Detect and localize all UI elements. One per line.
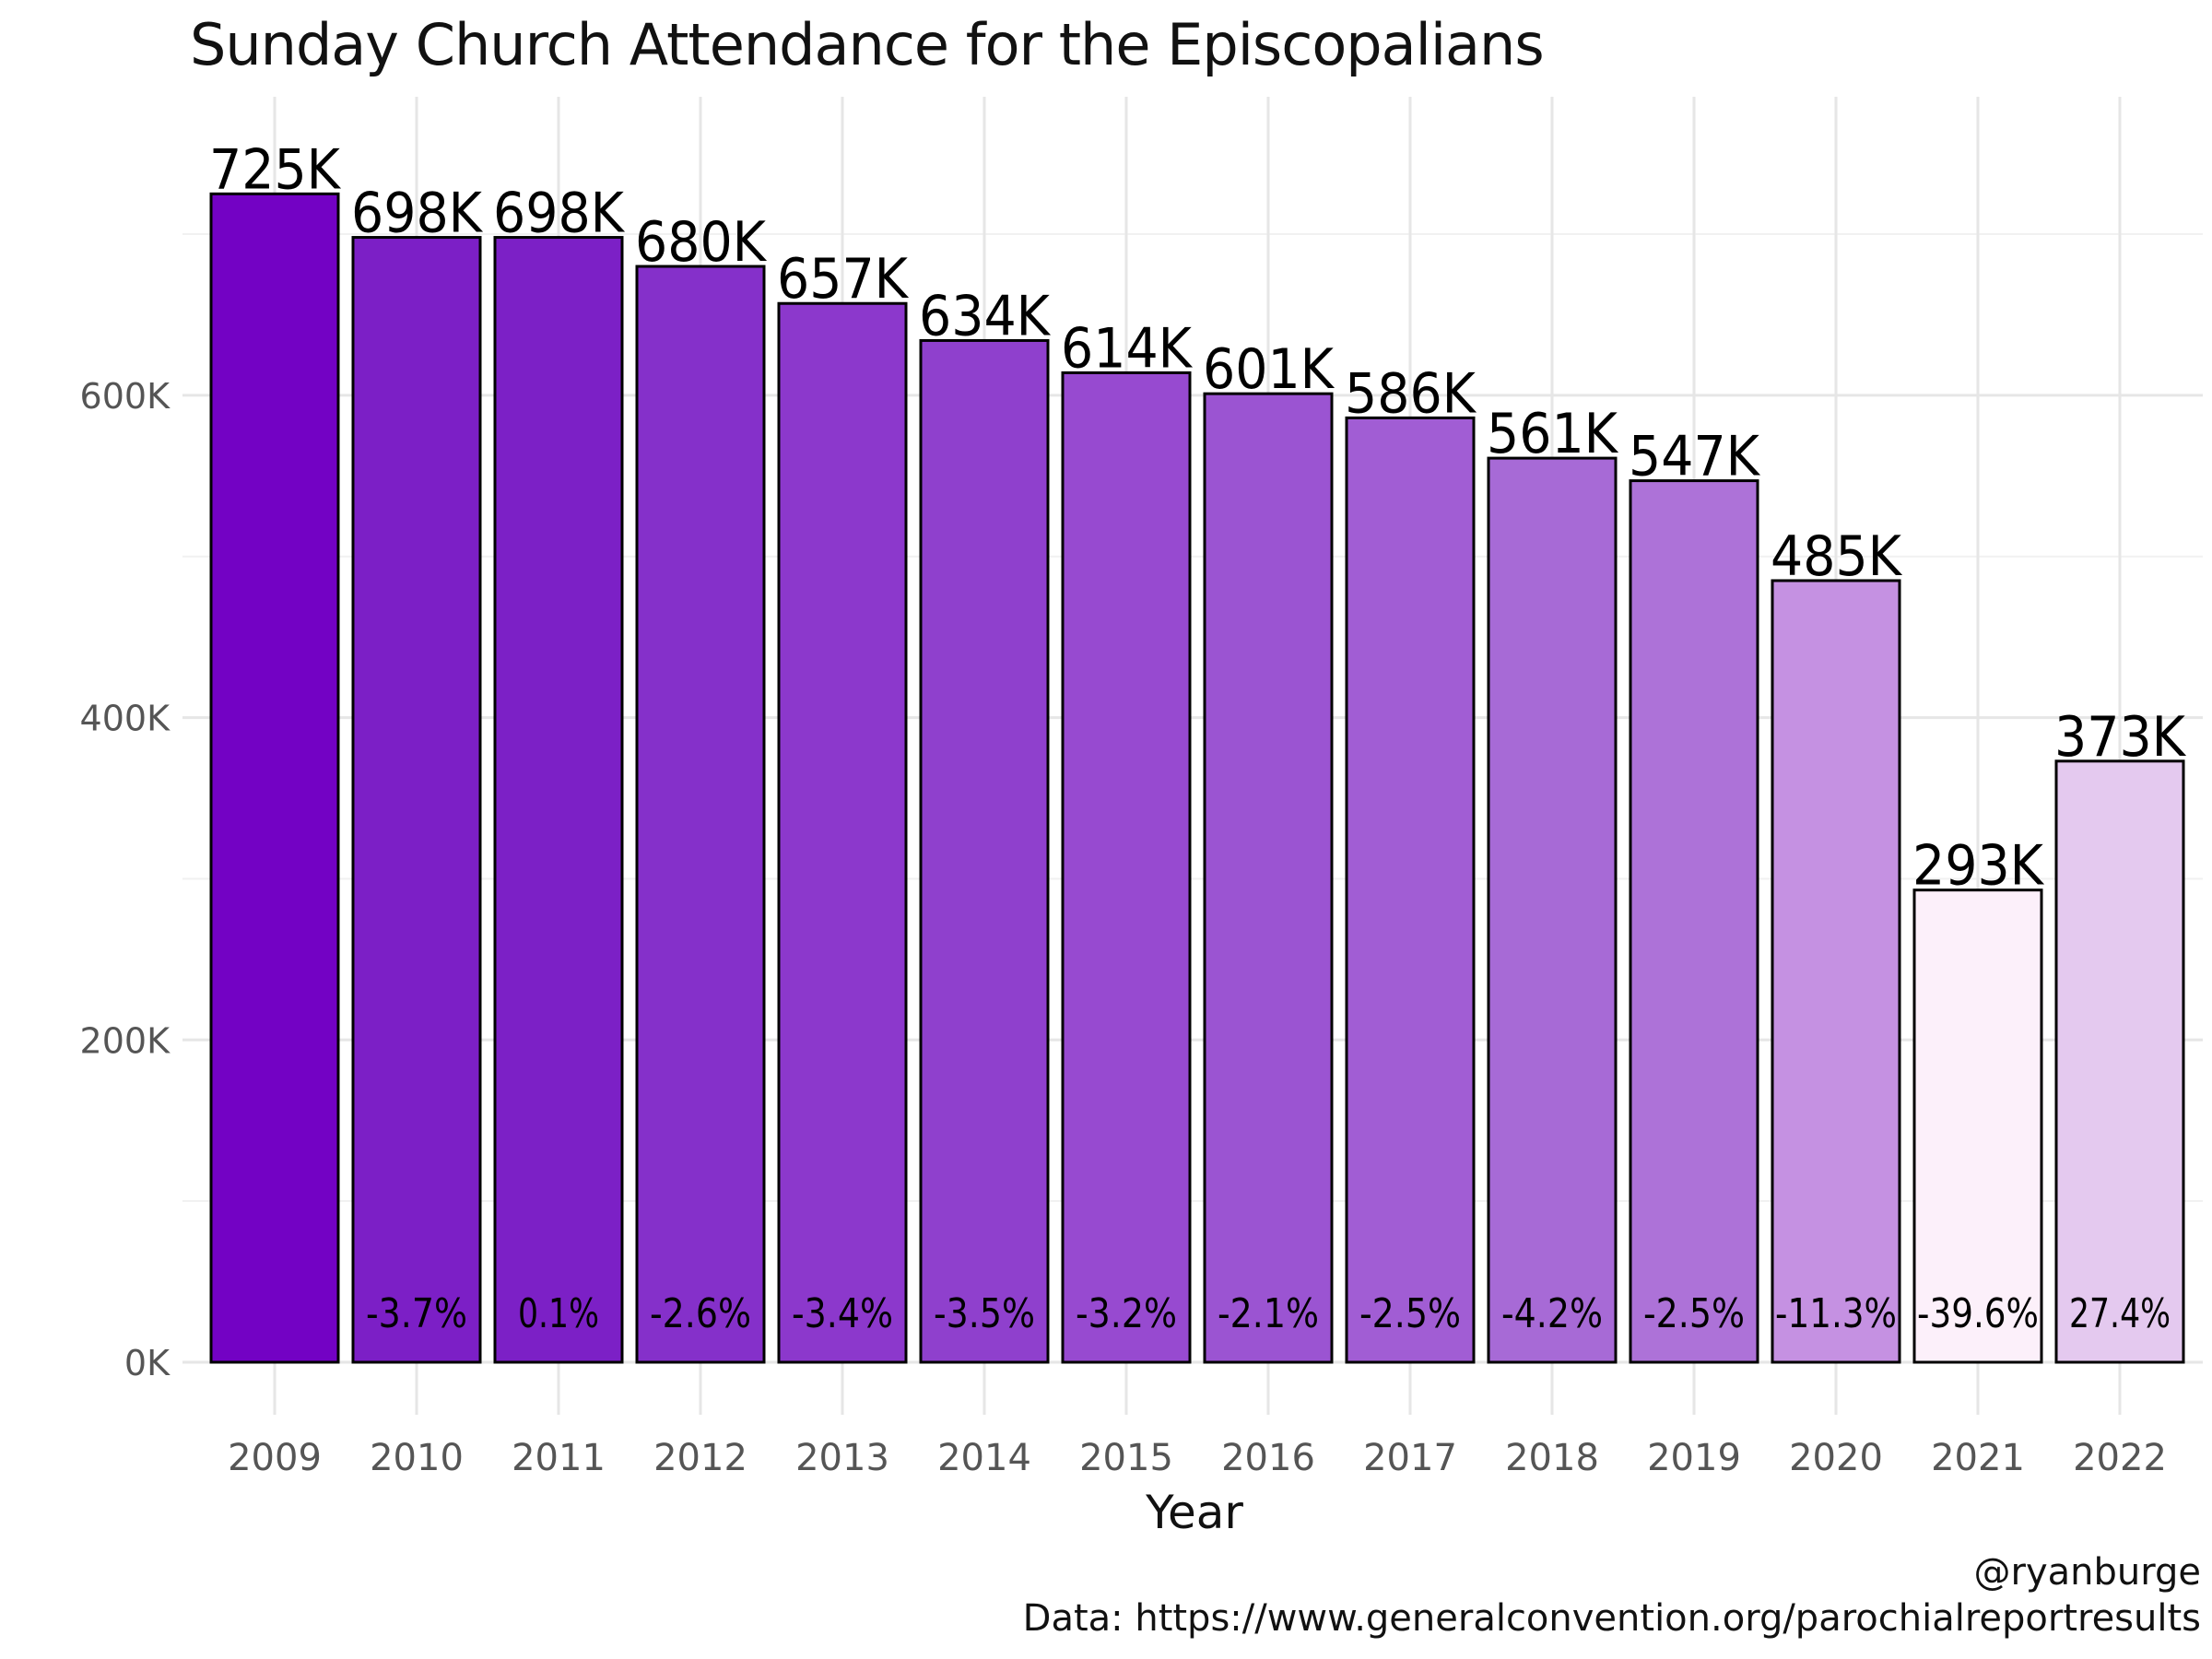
value-label-2016: 601K (1203, 337, 1335, 402)
value-label-2022: 373K (2054, 705, 2187, 770)
y-tick-label: 600K (80, 376, 171, 417)
x-tick-label-2013: 2013 (795, 1437, 889, 1479)
x-axis-title: Year (1145, 1486, 1243, 1539)
x-tick-label-2011: 2011 (512, 1437, 606, 1479)
x-tick-label-2017: 2017 (1363, 1437, 1457, 1479)
bar-2018 (1487, 456, 1618, 1364)
caption-source: Data: https://www.generalconvention.org/… (1022, 1597, 2201, 1640)
x-tick-label-2022: 2022 (2073, 1437, 2167, 1479)
x-tick-label-2018: 2018 (1505, 1437, 1599, 1479)
value-label-2013: 657K (777, 247, 910, 312)
bar-2012 (635, 265, 766, 1364)
bar-2009 (209, 192, 340, 1364)
bar-2011 (493, 236, 624, 1364)
bar-2010 (351, 236, 482, 1364)
y-tick-label: 400K (80, 699, 171, 739)
value-label-2015: 614K (1061, 316, 1194, 381)
value-label-2017: 586K (1345, 361, 1477, 426)
pct-change-label-2014: -3.5% (934, 1290, 1035, 1337)
pct-change-label-2015: -3.2% (1076, 1290, 1177, 1337)
bars (209, 192, 2185, 1364)
pct-change-label-2016: -2.1% (1218, 1290, 1319, 1337)
bar-2016 (1203, 392, 1334, 1364)
value-label-2014: 634K (919, 284, 1052, 348)
x-tick-label-2020: 2020 (1789, 1437, 1883, 1479)
value-label-2011: 698K (493, 182, 626, 246)
bar-2022 (2054, 759, 2185, 1364)
pct-change-label-2022: 27.4% (2069, 1290, 2171, 1337)
pct-change-label-2013: -3.4% (792, 1290, 893, 1337)
pct-change-label-2020: -11.3% (1775, 1290, 1897, 1337)
x-tick-label-2019: 2019 (1647, 1437, 1741, 1479)
value-label-2012: 680K (635, 210, 768, 275)
y-tick-label: 200K (80, 1020, 171, 1061)
bar-2021 (1912, 888, 2043, 1364)
bar-2020 (1771, 579, 1901, 1364)
x-tick-label-2021: 2021 (1931, 1437, 2025, 1479)
x-tick-label-2016: 2016 (1221, 1437, 1315, 1479)
bar-2013 (777, 301, 908, 1364)
pct-change-label-2017: -2.5% (1359, 1290, 1461, 1337)
y-tick-label: 0K (124, 1343, 171, 1383)
caption-handle: @ryanburge (1973, 1551, 2201, 1594)
bar-2014 (919, 338, 1050, 1364)
x-tick-label-2015: 2015 (1079, 1437, 1173, 1479)
value-label-2009: 725K (209, 137, 342, 202)
x-tick-label-2010: 2010 (370, 1437, 464, 1479)
pct-change-label-2011: 0.1% (518, 1290, 599, 1337)
pct-change-labels: -3.7% 0.1% -2.6% -3.4% -3.5% -3.2% -2.1% -2.5% -… (366, 1290, 2171, 1337)
x-axis-tick-labels: 2009 2010 2011 2012 2013 2014 2015 2016 2017 2018… (228, 1437, 2167, 1479)
value-label-2019: 547K (1629, 425, 1761, 489)
value-label-2018: 561K (1487, 402, 1619, 466)
bar-2015 (1061, 371, 1192, 1364)
bar-2017 (1345, 416, 1476, 1364)
value-label-2021: 293K (1912, 834, 2045, 899)
pct-change-label-2021: -39.6% (1917, 1290, 2039, 1337)
pct-change-label-2010: -3.7% (366, 1290, 467, 1337)
y-axis-tick-labels: 0K 200K 400K 600K (80, 376, 171, 1383)
chart-title: Sunday Church Attendance for the Episcop… (190, 11, 1545, 78)
bar-2019 (1629, 479, 1759, 1364)
value-label-2020: 485K (1771, 524, 1903, 589)
pct-change-label-2019: -2.5% (1643, 1290, 1745, 1337)
pct-change-label-2018: -4.2% (1501, 1290, 1603, 1337)
x-tick-label-2014: 2014 (937, 1437, 1031, 1479)
value-label-2010: 698K (351, 182, 484, 246)
x-tick-label-2012: 2012 (653, 1437, 747, 1479)
pct-change-label-2012: -2.6% (650, 1290, 751, 1337)
x-tick-label-2009: 2009 (228, 1437, 322, 1479)
